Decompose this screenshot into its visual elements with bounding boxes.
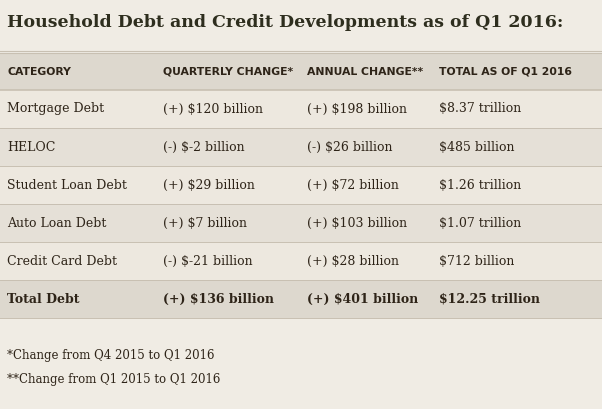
Bar	[0, 280, 602, 318]
Text: CATEGORY: CATEGORY	[7, 67, 71, 76]
Text: QUARTERLY CHANGE*: QUARTERLY CHANGE*	[163, 67, 293, 76]
Text: (-) $-2 billion: (-) $-2 billion	[163, 141, 244, 153]
Bar	[0, 242, 602, 280]
Text: HELOC: HELOC	[7, 141, 55, 153]
Text: $1.26 trillion: $1.26 trillion	[439, 179, 522, 191]
Text: (+) $198 billion: (+) $198 billion	[307, 103, 407, 115]
Text: (-) $26 billion: (-) $26 billion	[307, 141, 393, 153]
Text: $8.37 trillion: $8.37 trillion	[439, 103, 522, 115]
Text: Student Loan Debt: Student Loan Debt	[7, 179, 127, 191]
Bar	[0, 128, 602, 166]
Text: TOTAL AS OF Q1 2016: TOTAL AS OF Q1 2016	[439, 67, 573, 76]
Text: $12.25 trillion: $12.25 trillion	[439, 293, 541, 306]
Text: $485 billion: $485 billion	[439, 141, 515, 153]
Text: $1.07 trillion: $1.07 trillion	[439, 217, 522, 229]
Text: (+) $29 billion: (+) $29 billion	[163, 179, 255, 191]
Text: (-) $-21 billion: (-) $-21 billion	[163, 255, 252, 267]
Bar	[0, 90, 602, 128]
Text: ANNUAL CHANGE**: ANNUAL CHANGE**	[307, 67, 423, 76]
Text: Household Debt and Credit Developments as of Q1 2016:: Household Debt and Credit Developments a…	[7, 14, 563, 31]
Text: (+) $103 billion: (+) $103 billion	[307, 217, 407, 229]
Text: Mortgage Debt: Mortgage Debt	[7, 103, 104, 115]
Text: Auto Loan Debt: Auto Loan Debt	[7, 217, 107, 229]
Text: Total Debt: Total Debt	[7, 293, 79, 306]
Bar	[0, 204, 602, 242]
Text: *Change from Q4 2015 to Q1 2016: *Change from Q4 2015 to Q1 2016	[7, 349, 215, 362]
Text: $712 billion: $712 billion	[439, 255, 515, 267]
Text: **Change from Q1 2015 to Q1 2016: **Change from Q1 2015 to Q1 2016	[7, 373, 220, 386]
Text: (+) $72 billion: (+) $72 billion	[307, 179, 399, 191]
Text: Credit Card Debt: Credit Card Debt	[7, 255, 117, 267]
Bar	[0, 166, 602, 204]
Text: (+) $7 billion: (+) $7 billion	[163, 217, 247, 229]
Text: (+) $120 billion: (+) $120 billion	[163, 103, 262, 115]
Text: (+) $28 billion: (+) $28 billion	[307, 255, 399, 267]
Bar	[0, 53, 602, 90]
Text: (+) $136 billion: (+) $136 billion	[163, 293, 273, 306]
Text: (+) $401 billion: (+) $401 billion	[307, 293, 418, 306]
